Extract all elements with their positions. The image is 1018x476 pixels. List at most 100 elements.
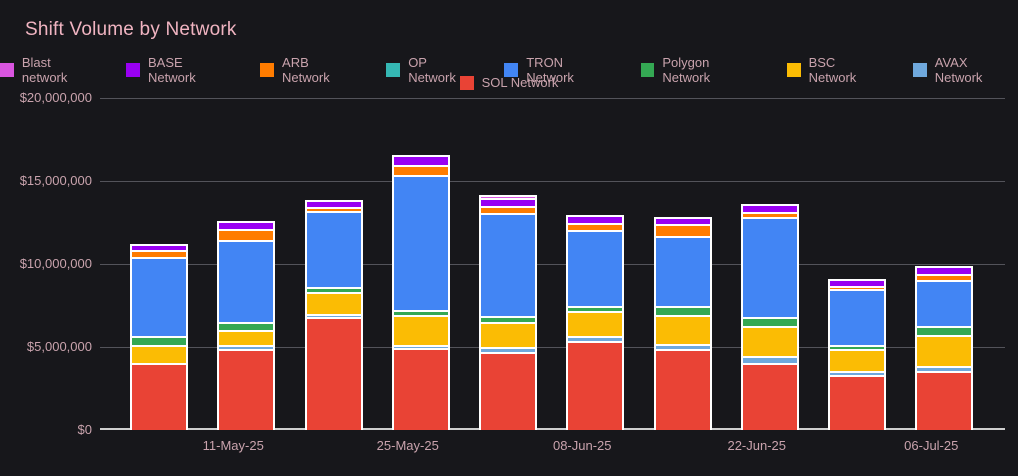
bar-segment-bsc-network[interactable] <box>915 335 973 366</box>
bar-segment-bsc-network[interactable] <box>392 315 450 345</box>
bar-segment-arb-network[interactable] <box>479 206 537 213</box>
stacked-bar[interactable] <box>915 266 973 430</box>
bar-segment-base-network[interactable] <box>305 200 363 207</box>
bar-segment-tron-network[interactable] <box>915 280 973 326</box>
bar-segment-arb-network[interactable] <box>392 165 450 175</box>
bar-segment-arb-network[interactable] <box>130 250 188 257</box>
bar-segment-tron-network[interactable] <box>305 211 363 287</box>
bar-segment-avax-network[interactable] <box>479 347 537 352</box>
bar-segment-avax-network[interactable] <box>915 366 973 371</box>
bar-segment-base-network[interactable] <box>741 204 799 212</box>
bar-segment-base-network[interactable] <box>915 266 973 274</box>
bar-segment-base-network[interactable] <box>566 215 624 223</box>
legend-item-bsc-network[interactable]: BSC Network <box>786 55 886 85</box>
stacked-bar[interactable] <box>217 221 275 430</box>
bar-segment-sol-network[interactable] <box>217 349 275 430</box>
bar-segment-arb-network[interactable] <box>217 229 275 240</box>
bar-segment-blast-network[interactable] <box>479 195 537 198</box>
bar-segment-sol-network[interactable] <box>654 349 712 430</box>
bar-segment-bsc-network[interactable] <box>828 349 886 371</box>
bar-segment-arb-network[interactable] <box>566 223 624 230</box>
bar-segment-tron-network[interactable] <box>566 230 624 306</box>
bar-segment-tron-network[interactable] <box>392 175 450 310</box>
bar-segment-polygon-network[interactable] <box>828 345 886 349</box>
bar-segment-tron-network[interactable] <box>828 289 886 345</box>
x-tick-label: 06-Jul-25 <box>904 438 959 453</box>
bar-segment-arb-network[interactable] <box>741 212 799 217</box>
bar-segment-avax-network[interactable] <box>654 344 712 349</box>
stacked-bar[interactable] <box>741 204 799 430</box>
stacked-bar[interactable] <box>130 244 188 430</box>
stacked-bar[interactable] <box>479 195 537 430</box>
bar-segment-polygon-network[interactable] <box>217 322 275 330</box>
bar-segment-tron-network[interactable] <box>741 217 799 317</box>
bar-segment-sol-network[interactable] <box>392 348 450 430</box>
stacked-bar[interactable] <box>828 279 886 430</box>
legend-row-2: SOL Network <box>0 75 1018 90</box>
legend-item-op-network[interactable]: OP Network <box>386 55 477 85</box>
bar-segment-tron-network[interactable] <box>130 257 188 336</box>
legend-label: BSC Network <box>808 55 857 85</box>
legend-swatch-icon <box>912 63 927 77</box>
bar-segment-avax-network[interactable] <box>392 345 450 348</box>
legend-swatch-icon <box>504 63 519 77</box>
bar-segment-bsc-network[interactable] <box>305 292 363 314</box>
bar-segment-sol-network[interactable] <box>828 375 886 430</box>
bar-segment-polygon-network[interactable] <box>741 317 799 326</box>
legend-item-polygon-network[interactable]: Polygon Network <box>640 55 760 85</box>
bar-segment-sol-network[interactable] <box>915 371 973 430</box>
bar-segment-tron-network[interactable] <box>479 213 537 316</box>
bar-segment-arb-network[interactable] <box>828 286 886 289</box>
bar-segment-bsc-network[interactable] <box>217 330 275 345</box>
legend-item-base-network[interactable]: BASE Network <box>126 55 233 85</box>
bar-segment-sol-network[interactable] <box>479 352 537 430</box>
bar-segment-base-network[interactable] <box>130 244 188 250</box>
bar-segment-avax-network[interactable] <box>217 345 275 349</box>
bar-segment-avax-network[interactable] <box>828 371 886 375</box>
bar-segment-polygon-network[interactable] <box>654 306 712 315</box>
bar-segment-polygon-network[interactable] <box>915 326 973 335</box>
bar-segment-sol-network[interactable] <box>566 341 624 430</box>
legend-label: BASE Network <box>148 55 196 85</box>
bar-segment-arb-network[interactable] <box>305 207 363 211</box>
bar-segment-bsc-network[interactable] <box>566 311 624 336</box>
y-tick-label: $5,000,000 <box>26 339 92 354</box>
legend-item-blast-network[interactable]: Blast network <box>0 55 99 85</box>
bar-segment-base-network[interactable] <box>479 198 537 206</box>
bar-segment-base-network[interactable] <box>828 279 886 286</box>
bar-segment-avax-network[interactable] <box>741 356 799 363</box>
bar-segment-polygon-network[interactable] <box>392 310 450 315</box>
stacked-bar[interactable] <box>305 200 363 430</box>
bar-segment-sol-network[interactable] <box>741 363 799 430</box>
legend-label: AVAX Network <box>934 55 983 85</box>
bar-segment-bsc-network[interactable] <box>654 315 712 344</box>
bar-segment-arb-network[interactable] <box>654 224 712 236</box>
legend-item-arb-network[interactable]: ARB Network <box>260 55 359 85</box>
bar-segment-polygon-network[interactable] <box>130 336 188 345</box>
bar-segment-polygon-network[interactable] <box>305 287 363 292</box>
legend-item-avax-network[interactable]: AVAX Network <box>912 55 1018 85</box>
bar-segment-tron-network[interactable] <box>654 236 712 306</box>
stacked-bar[interactable] <box>566 215 624 430</box>
bar-segment-base-network[interactable] <box>392 155 450 165</box>
bar-segment-bsc-network[interactable] <box>130 345 188 363</box>
bar-segment-avax-network[interactable] <box>305 314 363 317</box>
stacked-bar[interactable] <box>392 155 450 430</box>
bar-segment-tron-network[interactable] <box>217 240 275 322</box>
legend-item-tron-network[interactable]: TRON Network <box>504 55 613 85</box>
bar-segment-sol-network[interactable] <box>305 317 363 430</box>
stacked-bar[interactable] <box>654 217 712 430</box>
bar-segment-bsc-network[interactable] <box>741 326 799 356</box>
bar-segment-bsc-network[interactable] <box>479 322 537 347</box>
bar-segment-base-network[interactable] <box>217 221 275 229</box>
bar-segment-polygon-network[interactable] <box>479 316 537 322</box>
bar-segment-arb-network[interactable] <box>915 274 973 280</box>
bar-segment-polygon-network[interactable] <box>566 306 624 311</box>
bar-segment-base-network[interactable] <box>654 217 712 224</box>
bar-segment-avax-network[interactable] <box>566 336 624 341</box>
bar-segment-sol-network[interactable] <box>130 363 188 430</box>
legend-label: Polygon Network <box>662 55 711 85</box>
legend-swatch-icon <box>459 75 474 90</box>
legend-swatch-icon <box>640 63 655 77</box>
legend-item-sol-network[interactable]: SOL Network <box>459 75 558 90</box>
